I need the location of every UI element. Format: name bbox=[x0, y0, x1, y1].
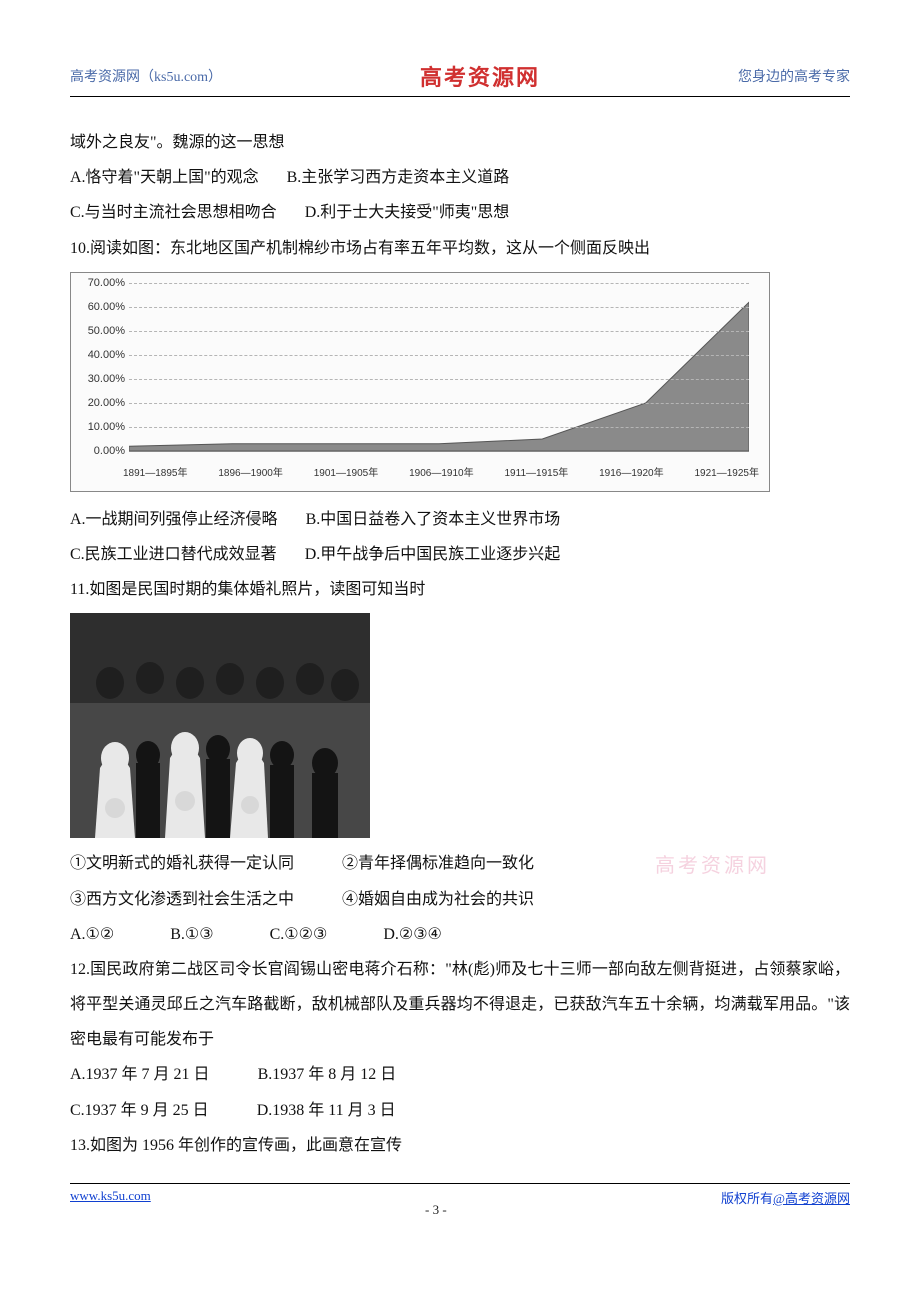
footer-left: www.ks5u.com bbox=[70, 1188, 151, 1204]
q9-options-row2: C.与当时主流社会思想相吻合 D.利于士大夫接受"师夷"思想 bbox=[70, 195, 850, 230]
q9-options-row1: A.恪守着"天朝上国"的观念 B.主张学习西方走资本主义道路 bbox=[70, 160, 850, 195]
chart-x-label: 1906—1910年 bbox=[409, 463, 474, 485]
q11-s1: ①文明新式的婚礼获得一定认同 bbox=[70, 846, 294, 881]
chart-x-label: 1911—1915年 bbox=[505, 463, 569, 485]
q12-opt-d: D.1938 年 11 月 3 日 bbox=[257, 1093, 396, 1128]
q12-opt-a: A.1937 年 7 月 21 日 bbox=[70, 1057, 210, 1092]
q11-s2: ②青年择偶标准趋向一致化 bbox=[342, 846, 534, 881]
q12-opt-c: C.1937 年 9 月 25 日 bbox=[70, 1093, 209, 1128]
q10-opt-d: D.甲午战争后中国民族工业逐步兴起 bbox=[305, 537, 561, 572]
page-footer: www.ks5u.com - 3 - 版权所有@高考资源网 bbox=[70, 1183, 850, 1218]
q9-continuation: 域外之良友"。魏源的这一思想 bbox=[70, 125, 850, 160]
page-header: 高考资源网（ks5u.com） 高考资源网 您身边的高考专家 bbox=[70, 60, 850, 97]
watermark: 高考资源网 bbox=[655, 844, 770, 888]
q9-opt-b: B.主张学习西方走资本主义道路 bbox=[287, 160, 510, 195]
q11-opt-d: D.②③④ bbox=[383, 917, 442, 952]
chart-x-labels: 1891—1895年 1896—1900年 1901—1905年 1906—1910年… bbox=[123, 463, 759, 485]
footer-page-number: - 3 - bbox=[425, 1188, 447, 1218]
chart-y-label: 20.00% bbox=[75, 391, 125, 415]
q9-opt-c: C.与当时主流社会思想相吻合 bbox=[70, 195, 277, 230]
q10-opt-c: C.民族工业进口替代成效显著 bbox=[70, 537, 277, 572]
footer-right: 版权所有@高考资源网 bbox=[721, 1188, 850, 1207]
chart-y-label: 0.00% bbox=[75, 439, 125, 463]
q11-s3: ③西方文化渗透到社会生活之中 bbox=[70, 882, 294, 917]
chart-plot-area: 0.00%10.00%20.00%30.00%40.00%50.00%60.00… bbox=[129, 283, 749, 452]
chart-y-label: 10.00% bbox=[75, 415, 125, 439]
q11-opt-b: B.①③ bbox=[170, 917, 213, 952]
q13-stem: 13.如图为 1956 年创作的宣传画，此画意在宣传 bbox=[70, 1128, 850, 1163]
q10-options-row1: A.一战期间列强停止经济侵略 B.中国日益卷入了资本主义世界市场 bbox=[70, 502, 850, 537]
header-center: 高考资源网 bbox=[420, 60, 540, 92]
q11-opt-c: C.①②③ bbox=[270, 917, 328, 952]
document-body: 域外之良友"。魏源的这一思想 A.恪守着"天朝上国"的观念 B.主张学习西方走资… bbox=[70, 125, 850, 1163]
q10-stem: 10.阅读如图：东北地区国产机制棉纱市场占有率五年平均数，这从一个侧面反映出 bbox=[70, 231, 850, 266]
footer-right-at: @高考资源网 bbox=[773, 1191, 850, 1206]
chart-x-label: 1891—1895年 bbox=[123, 463, 188, 485]
q10-opt-b: B.中国日益卷入了资本主义世界市场 bbox=[306, 502, 561, 537]
q10-chart: 0.00%10.00%20.00%30.00%40.00%50.00%60.00… bbox=[70, 272, 770, 492]
footer-right-prefix: 版权所有 bbox=[721, 1191, 773, 1206]
chart-y-label: 60.00% bbox=[75, 295, 125, 319]
q12-stem: 12.国民政府第二战区司令长官阎锡山密电蒋介石称："林(彪)师及七十三师一部向敌… bbox=[70, 952, 850, 1058]
q10-options-row2: C.民族工业进口替代成效显著 D.甲午战争后中国民族工业逐步兴起 bbox=[70, 537, 850, 572]
q11-opt-a: A.①② bbox=[70, 917, 114, 952]
area-series bbox=[129, 283, 749, 451]
q11-options: A.①② B.①③ C.①②③ D.②③④ bbox=[70, 917, 850, 952]
chart-x-label: 1896—1900年 bbox=[218, 463, 283, 485]
header-right: 您身边的高考专家 bbox=[738, 66, 850, 86]
q11-photo bbox=[70, 613, 370, 838]
chart-y-label: 30.00% bbox=[75, 367, 125, 391]
header-left: 高考资源网（ks5u.com） bbox=[70, 66, 222, 86]
q12-options-row1: A.1937 年 7 月 21 日 B.1937 年 8 月 12 日 bbox=[70, 1057, 850, 1092]
chart-x-label: 1901—1905年 bbox=[314, 463, 379, 485]
chart-x-label: 1916—1920年 bbox=[599, 463, 664, 485]
q11-s4: ④婚姻自由成为社会的共识 bbox=[342, 882, 534, 917]
chart-y-label: 70.00% bbox=[75, 271, 125, 295]
q10-opt-a: A.一战期间列强停止经济侵略 bbox=[70, 502, 278, 537]
q12-opt-b: B.1937 年 8 月 12 日 bbox=[258, 1057, 397, 1092]
chart-y-label: 50.00% bbox=[75, 319, 125, 343]
q9-opt-a: A.恪守着"天朝上国"的观念 bbox=[70, 160, 259, 195]
chart-y-label: 40.00% bbox=[75, 343, 125, 367]
q9-opt-d: D.利于士大夫接受"师夷"思想 bbox=[305, 195, 510, 230]
chart-x-label: 1921—1925年 bbox=[695, 463, 760, 485]
q12-options-row2: C.1937 年 9 月 25 日 D.1938 年 11 月 3 日 bbox=[70, 1093, 850, 1128]
q11-stem: 11.如图是民国时期的集体婚礼照片，读图可知当时 bbox=[70, 572, 850, 607]
